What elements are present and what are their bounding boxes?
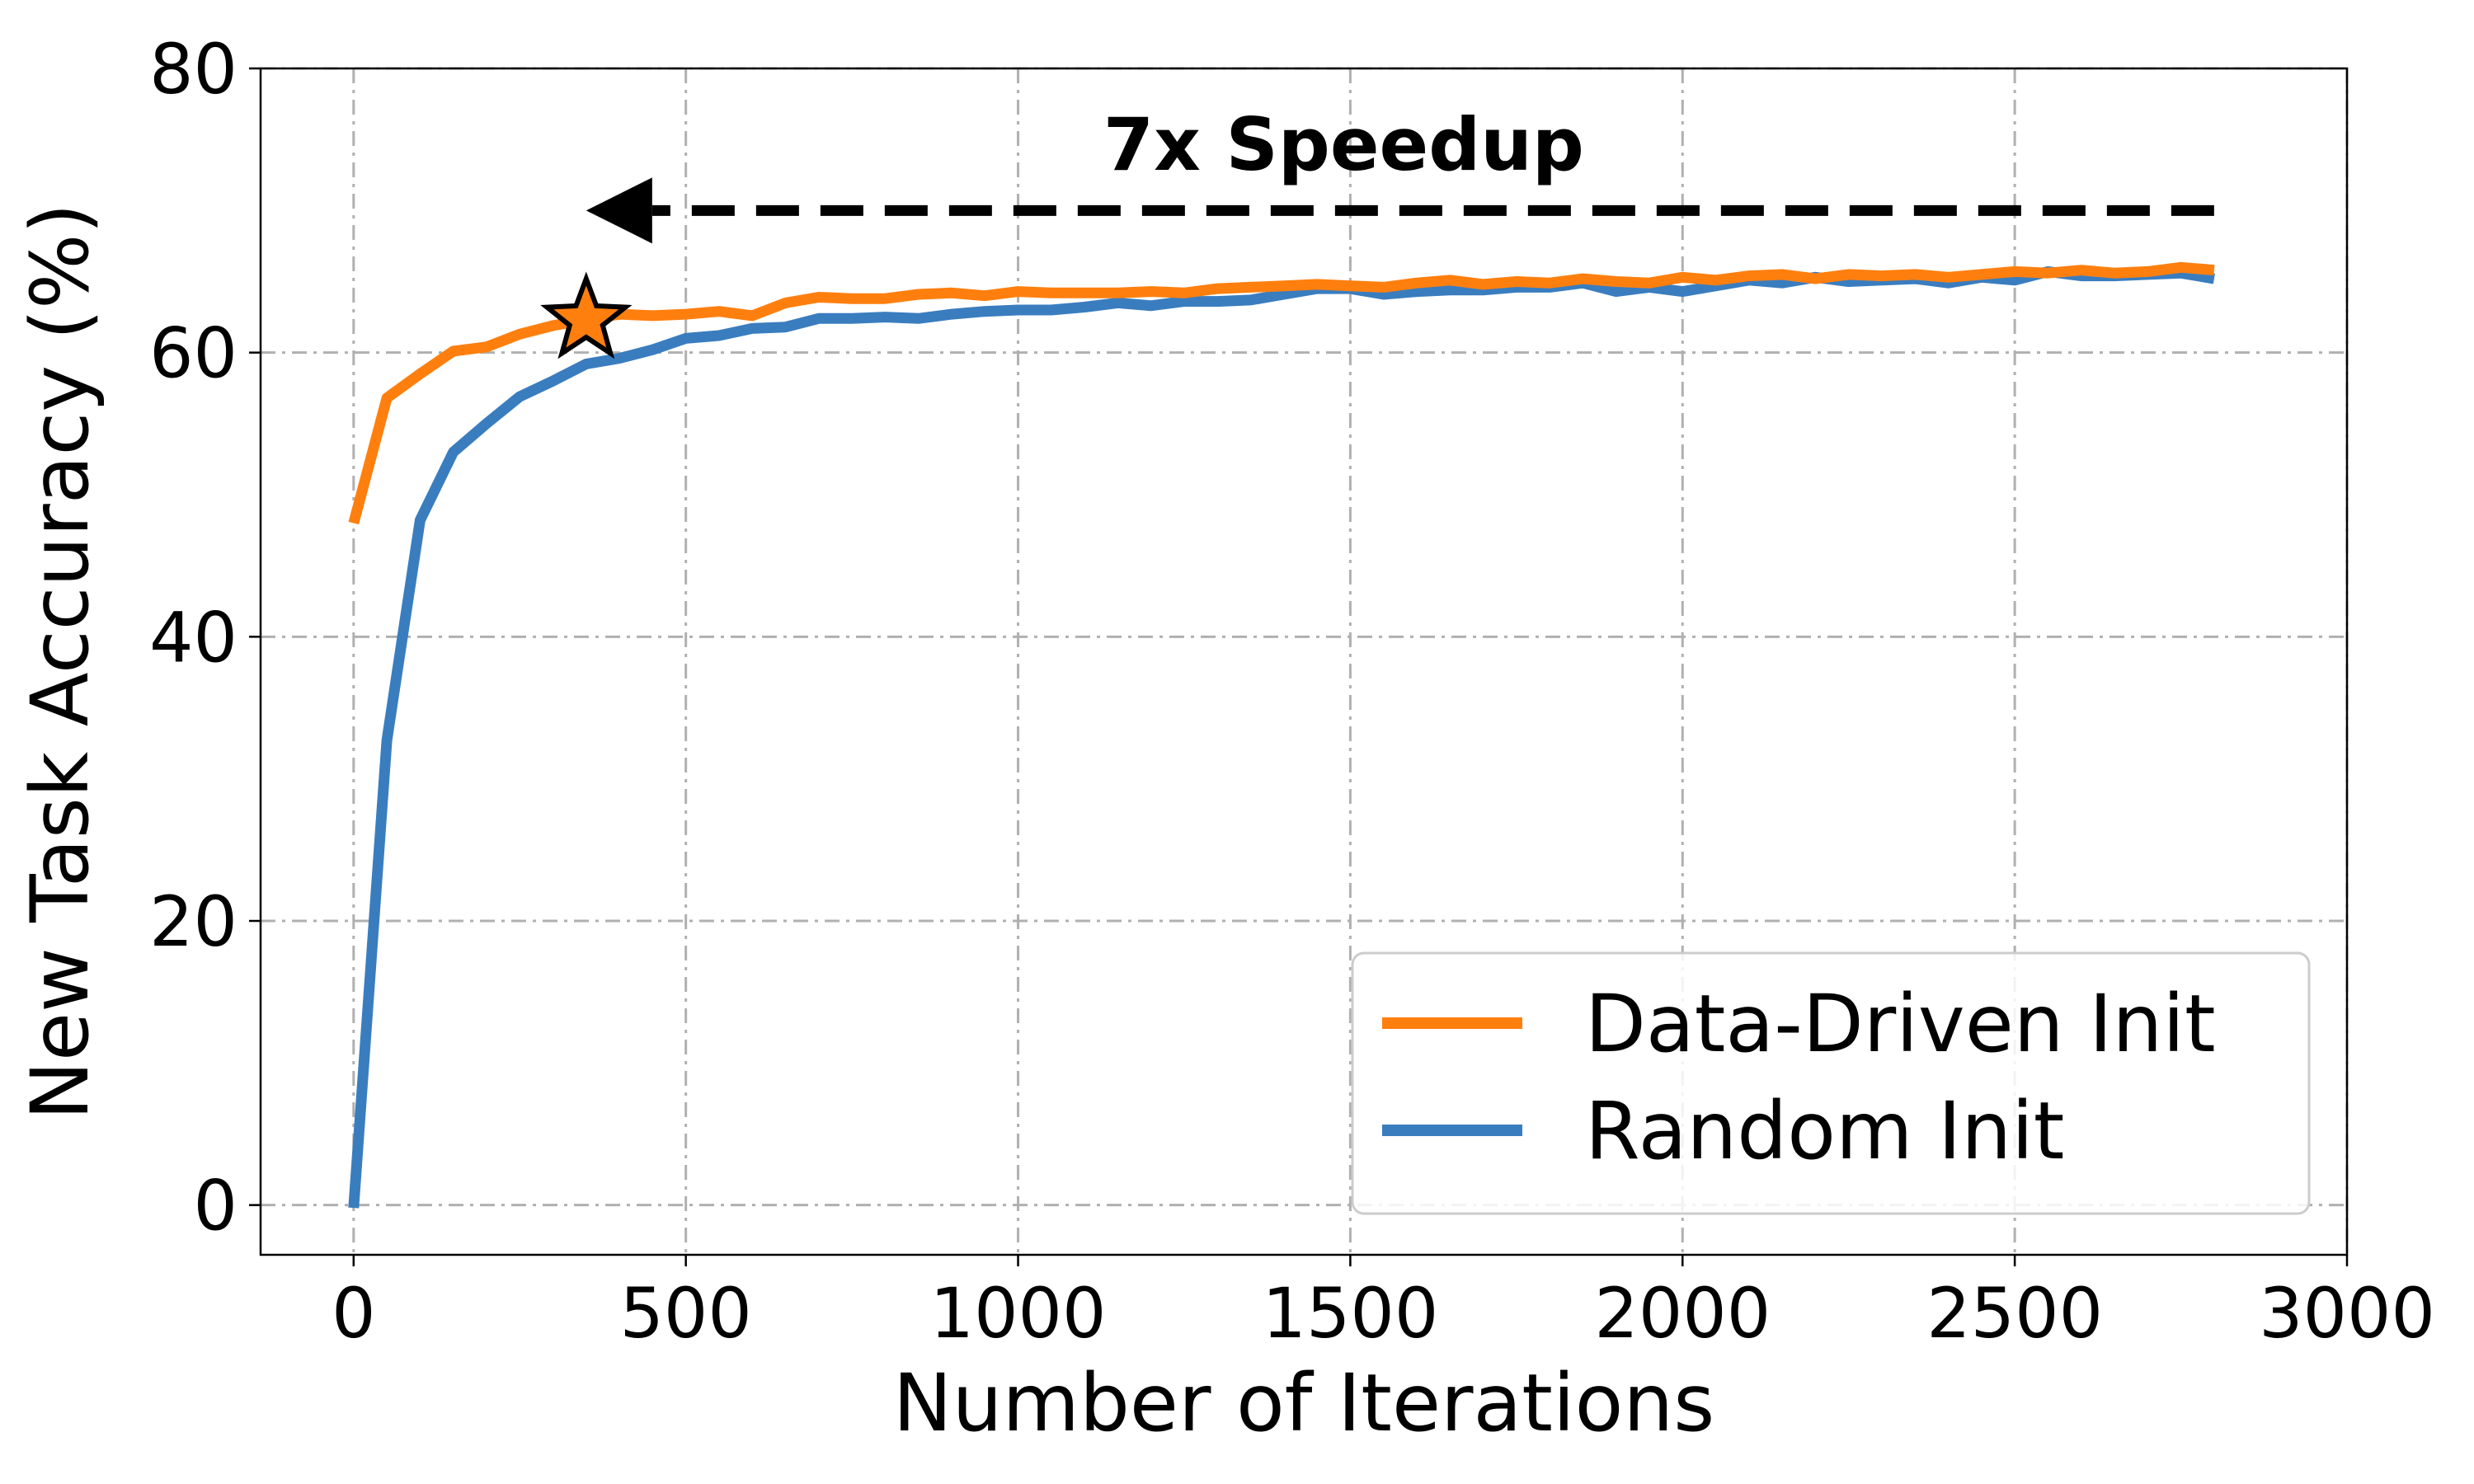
legend: Data-Driven Init Random Init [1351,951,2311,1215]
x-tick-label: 1500 [1263,1273,1439,1354]
x-tick-label: 3000 [2259,1273,2435,1354]
x-axis-title: Number of Iterations [893,1357,1714,1449]
plot-frame [259,67,2349,1256]
y-axis: 0 20 40 60 80 [149,29,261,1247]
y-tick-label: 60 [149,313,238,394]
y-tick-label: 20 [149,881,238,962]
y-tick-label: 0 [194,1166,238,1247]
x-axis: 0 500 1000 1500 2000 2500 3000 [332,1255,2435,1354]
x-tick-label: 2500 [1926,1273,2103,1354]
legend-box [1351,951,2311,1215]
annotation-layer: 7x Speedup [586,102,2214,244]
y-tick-label: 40 [149,597,238,678]
series-layer [348,261,2215,1209]
marker-layer [540,271,633,359]
series-line-data-driven [348,261,2215,525]
star-marker [540,271,633,359]
y-axis-title: New Task Accuracy (%) [14,203,106,1120]
x-tick-label: 0 [332,1273,375,1354]
x-tick-label: 1000 [930,1273,1107,1354]
legend-label-data-driven: Data-Driven Init [1585,978,2216,1070]
x-tick-label: 500 [619,1273,751,1354]
legend-label-random: Random Init [1585,1085,2064,1177]
x-tick-label: 2000 [1594,1273,1771,1354]
speedup-annotation: 7x Speedup [1103,102,1584,187]
speedup-arrow-head [586,177,652,244]
y-tick-label: 80 [149,29,238,110]
